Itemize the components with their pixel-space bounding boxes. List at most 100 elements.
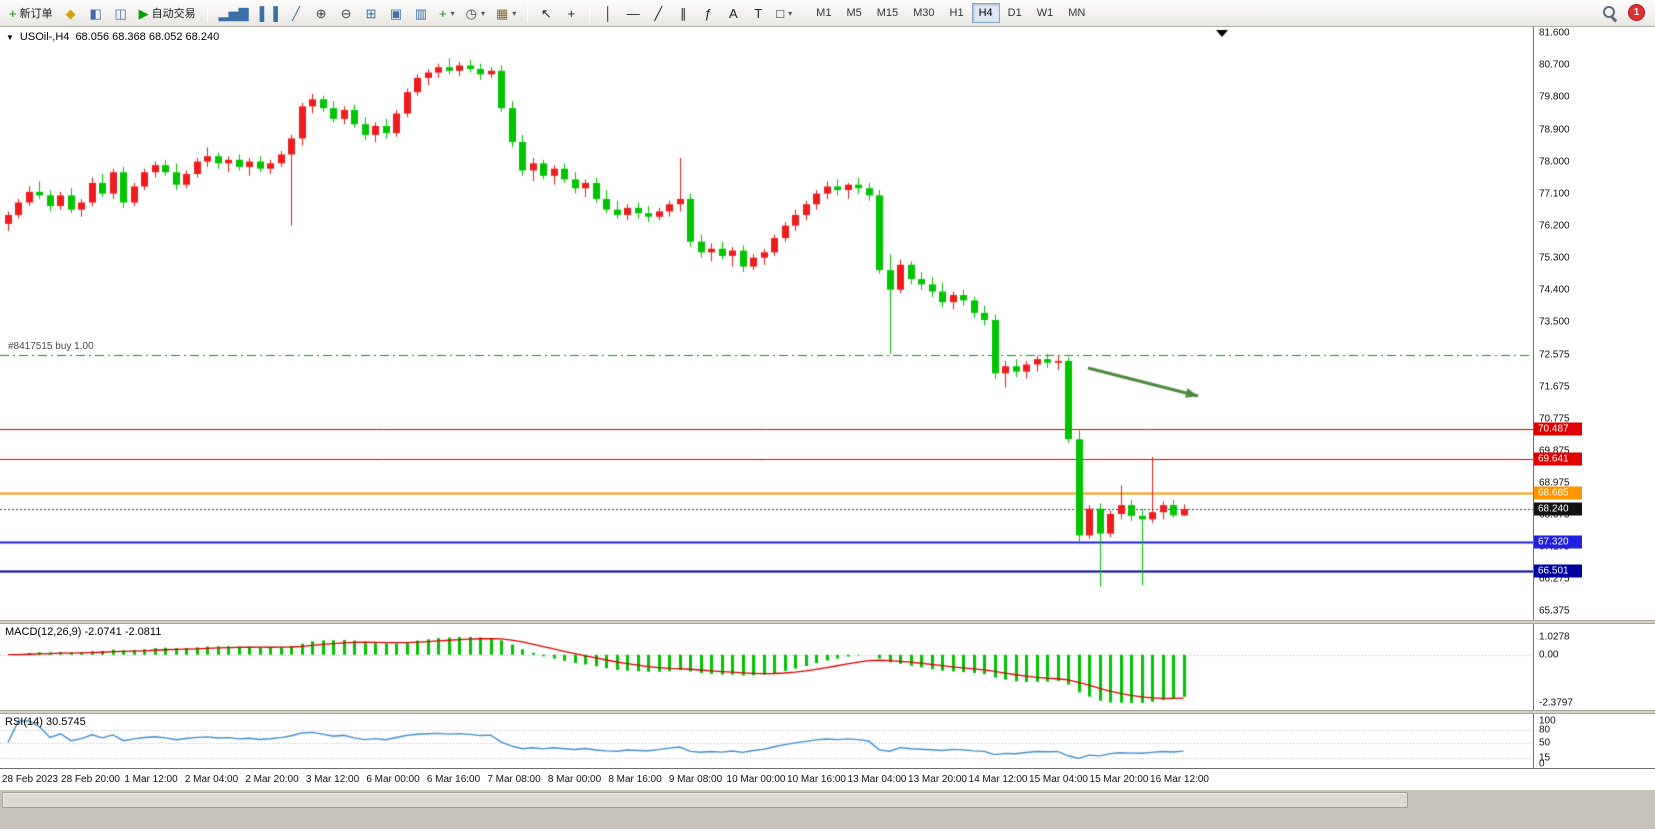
- price-axis-label: 78.000: [1539, 156, 1570, 168]
- indicators-button: +: [439, 5, 447, 21]
- price-line-badge: 66.501: [1534, 564, 1582, 578]
- time-axis-label: 28 Feb 20:00: [61, 774, 120, 785]
- chart-symbol-period: USOil-,H4: [19, 31, 70, 43]
- dropdown-arrow-icon: ▾: [788, 8, 793, 18]
- data-window-icon: ◧: [89, 5, 102, 21]
- autotrading-label: 自动交易: [151, 8, 196, 20]
- new-order-button[interactable]: + 新订单: [4, 2, 58, 24]
- tf-button-h1[interactable]: H1: [943, 3, 971, 23]
- zoom-out-icon[interactable]: ⊖: [334, 2, 358, 24]
- price-axis-label: 66.275: [1539, 573, 1570, 585]
- panel-divider-macd[interactable]: [0, 620, 1655, 624]
- time-axis-label: 10 Mar 16:00: [787, 774, 846, 785]
- time-axis-label: 6 Mar 16:00: [426, 774, 481, 785]
- bar-chart-icon[interactable]: ▂▅▇: [214, 2, 254, 24]
- text-icon: A: [728, 5, 738, 21]
- time-axis[interactable]: 28 Feb 2023 28 Feb 20:00 1 Mar 12:00 2 Mar …: [0, 768, 1655, 790]
- panel-divider-rsi[interactable]: [0, 710, 1655, 714]
- time-axis-label: 13 Mar 20:00: [908, 774, 967, 785]
- tf-button-m5[interactable]: M5: [839, 3, 868, 23]
- macd-axis-label: 0.00: [1539, 649, 1559, 661]
- autotrading-button[interactable]: ▶ 自动交易: [134, 2, 201, 24]
- templates-button: ▦: [495, 5, 509, 21]
- data-window-icon[interactable]: ◧: [84, 2, 108, 24]
- notification-badge[interactable]: 1: [1628, 4, 1645, 21]
- market-watch-icon: ◆: [65, 5, 76, 21]
- time-axis-label: 28 Feb 2023: [1, 774, 59, 785]
- line-chart-icon: ╱: [292, 5, 300, 21]
- price-axis-label: 68.975: [1539, 477, 1570, 489]
- time-axis-label: 7 Mar 08:00: [487, 774, 541, 785]
- candlestick-chart-icon[interactable]: ▌▐: [255, 2, 283, 24]
- price-axis-label: 72.575: [1539, 349, 1570, 361]
- indicators-button[interactable]: + ▾: [434, 2, 460, 24]
- navigator-icon[interactable]: ◫: [109, 2, 133, 24]
- time-axis-label: 15 Mar 04:00: [1029, 774, 1088, 785]
- price-chart-canvas[interactable]: [0, 27, 1533, 768]
- text-icon[interactable]: A: [721, 2, 745, 24]
- tf-button-d1[interactable]: D1: [1001, 3, 1029, 23]
- zoom-out-icon: ⊖: [340, 5, 352, 21]
- time-axis-label: 9 Mar 08:00: [668, 774, 723, 785]
- rsi-axis-label: 80: [1539, 724, 1551, 736]
- autotrading-icon: ▶: [138, 5, 149, 21]
- search-icon[interactable]: [1601, 4, 1618, 21]
- cursor-icon: ↖: [540, 5, 552, 21]
- price-axis-label: 78.900: [1539, 124, 1570, 136]
- time-axis-label: 1 Mar 12:00: [124, 774, 178, 785]
- horizontal-scrollbar: [0, 790, 1655, 829]
- price-line-badge: 67.320: [1534, 535, 1582, 549]
- time-axis-label: 6 Mar 00:00: [366, 774, 420, 785]
- periods-button[interactable]: ◷ ▾: [461, 2, 490, 24]
- price-axis-label: 77.100: [1539, 188, 1570, 200]
- price-line-badge: 68.685: [1534, 486, 1582, 500]
- periods-button: ◷: [465, 5, 477, 21]
- time-axis-label: 15 Mar 20:00: [1089, 774, 1149, 785]
- chart-collapse-icon[interactable]: ▼: [6, 32, 14, 42]
- vertical-line-icon[interactable]: │: [596, 2, 620, 24]
- toolbar-separator: [527, 4, 529, 22]
- tf-button-h4[interactable]: H4: [971, 3, 1000, 23]
- shapes-icon[interactable]: □ ▾: [771, 2, 797, 24]
- crosshair-icon[interactable]: +: [559, 2, 583, 24]
- cursor-icon[interactable]: ↖: [534, 2, 558, 24]
- toolbar-separator: [589, 4, 591, 22]
- tf-button-w1[interactable]: W1: [1030, 3, 1061, 23]
- macd-axis-label: 1.0278: [1539, 631, 1570, 643]
- macd-indicator-label: MACD(12,26,9) -2.0741 -2.0811: [5, 626, 162, 638]
- time-axis-label: 14 Mar 12:00: [968, 774, 1028, 785]
- new-order-label: 新订单: [19, 8, 53, 20]
- tf-button-m15[interactable]: M15: [870, 3, 905, 23]
- price-axis-label: 70.775: [1539, 413, 1570, 425]
- market-watch-icon[interactable]: ◆: [59, 2, 83, 24]
- templates-button[interactable]: ▦ ▾: [491, 2, 521, 24]
- price-axis-label: 71.675: [1539, 381, 1570, 393]
- channel-icon: ∥: [680, 5, 687, 21]
- tf-button-m1[interactable]: M1: [809, 3, 838, 23]
- rsi-axis-label: 50: [1539, 737, 1551, 748]
- tile-windows-icon[interactable]: ⊞: [359, 2, 383, 24]
- tf-button-m30[interactable]: M30: [906, 3, 941, 23]
- time-axis-label: 8 Mar 00:00: [547, 774, 602, 785]
- cascade-windows-icon[interactable]: ▣: [384, 2, 408, 24]
- rsi-axis-label: 100: [1539, 715, 1556, 727]
- tile-windows-icon: ⊞: [365, 5, 377, 21]
- price-axis[interactable]: 81.600 80.700 79.800 78.900 78.000 77.100 76.2…: [1533, 27, 1655, 770]
- line-chart-icon[interactable]: ╱: [284, 2, 308, 24]
- tf-button-mn[interactable]: MN: [1061, 3, 1092, 23]
- trendline-icon[interactable]: ╱: [646, 2, 670, 24]
- new-order-icon: +: [9, 5, 17, 21]
- zoom-in-icon[interactable]: ⊕: [309, 2, 333, 24]
- cascade-windows-icon: ▣: [389, 5, 403, 21]
- text-label-icon[interactable]: T: [746, 2, 770, 24]
- toolbar-separator: [206, 4, 208, 22]
- price-axis-label: 74.400: [1539, 284, 1570, 296]
- price-axis-label: 80.700: [1539, 59, 1570, 71]
- channel-icon[interactable]: ∥: [671, 2, 695, 24]
- fibonacci-icon[interactable]: ƒ: [696, 2, 720, 24]
- horizontal-line-icon[interactable]: ―: [621, 2, 645, 24]
- scrollbar-thumb[interactable]: [2, 792, 1408, 808]
- trendline-icon: ╱: [654, 5, 663, 21]
- price-axis-label: 69.875: [1539, 445, 1570, 457]
- arrange-windows-icon[interactable]: ▥: [409, 2, 433, 24]
